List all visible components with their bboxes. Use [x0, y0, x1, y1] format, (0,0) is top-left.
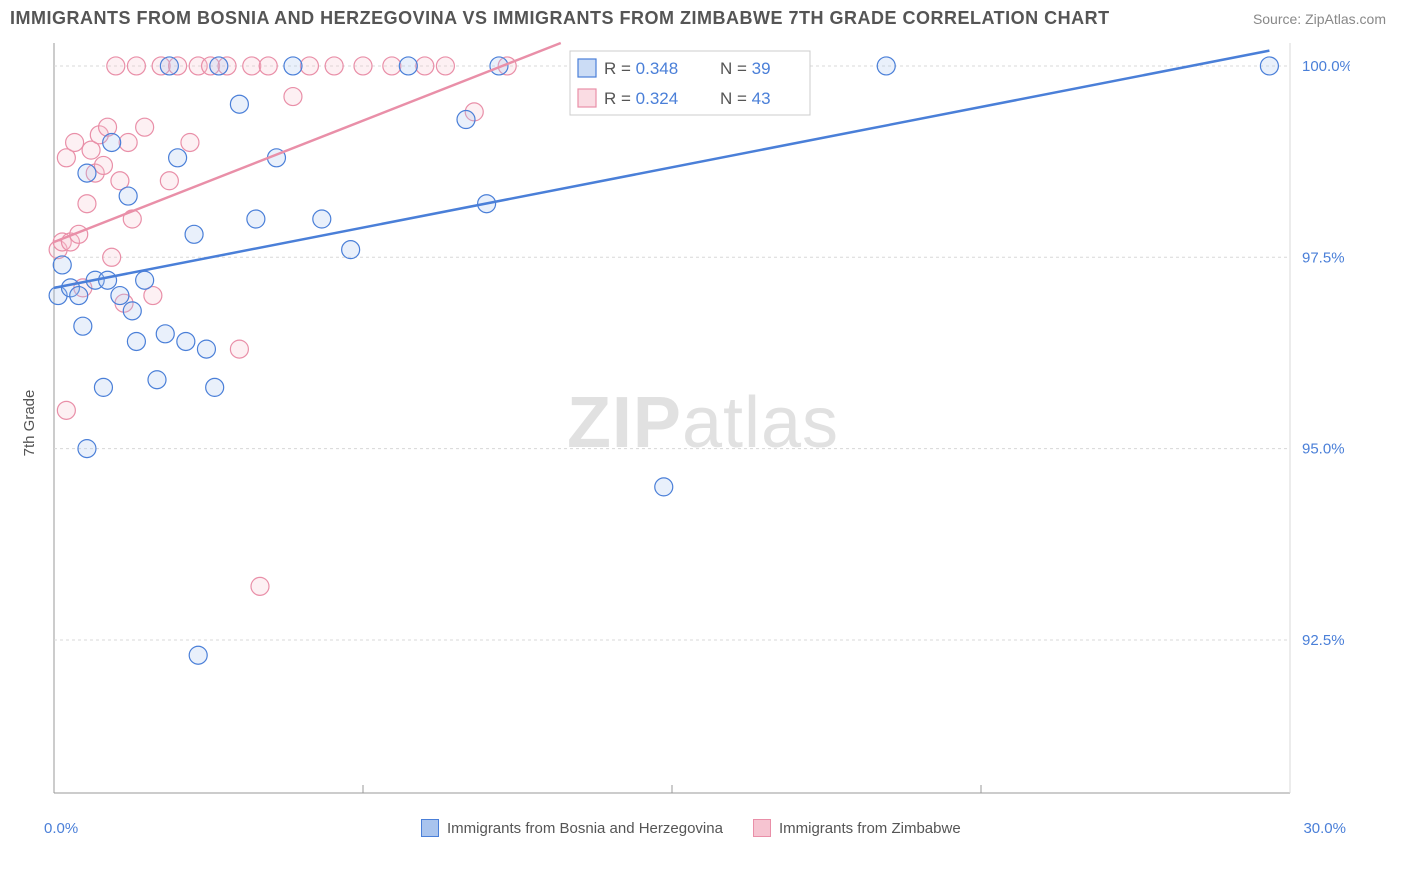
source-label: Source: [1253, 11, 1305, 27]
svg-text:97.5%: 97.5% [1302, 249, 1345, 266]
svg-text:95.0%: 95.0% [1302, 441, 1345, 458]
legend-label-series2: Immigrants from Zimbabwe [779, 820, 961, 837]
chart-title: IMMIGRANTS FROM BOSNIA AND HERZEGOVINA V… [10, 8, 1110, 29]
bottom-legend: Immigrants from Bosnia and Herzegovina I… [78, 819, 1303, 837]
scatter-plot: 92.5% 95.0% 97.5% 100.0% R = 0.348 N = 39 R = … [10, 33, 1350, 813]
svg-text:92.5%: 92.5% [1302, 632, 1345, 649]
legend-label-series1: Immigrants from Bosnia and Herzegovina [447, 820, 723, 837]
x-axis-row: 0.0% Immigrants from Bosnia and Herzegov… [0, 813, 1406, 837]
legend-item-series2: Immigrants from Zimbabwe [753, 819, 961, 837]
svg-text:N = 39: N = 39 [720, 59, 771, 78]
source-link[interactable]: ZipAtlas.com [1305, 11, 1386, 27]
chart-container: 7th Grade 92.5% 95.0% 97.5% 100.0% R = 0.348… [10, 33, 1396, 813]
legend-swatch-series1 [421, 819, 439, 837]
y-axis-label: 7th Grade [21, 390, 38, 457]
svg-text:100.0%: 100.0% [1302, 58, 1350, 75]
legend-item-series1: Immigrants from Bosnia and Herzegovina [421, 819, 723, 837]
x-tick-max: 30.0% [1303, 820, 1346, 837]
svg-text:R = 0.348: R = 0.348 [604, 59, 678, 78]
source-attribution: Source: ZipAtlas.com [1253, 11, 1386, 27]
svg-text:N = 43: N = 43 [720, 89, 771, 108]
legend-swatch-series2 [753, 819, 771, 837]
svg-text:R = 0.324: R = 0.324 [604, 89, 678, 108]
x-tick-min: 0.0% [44, 820, 78, 837]
